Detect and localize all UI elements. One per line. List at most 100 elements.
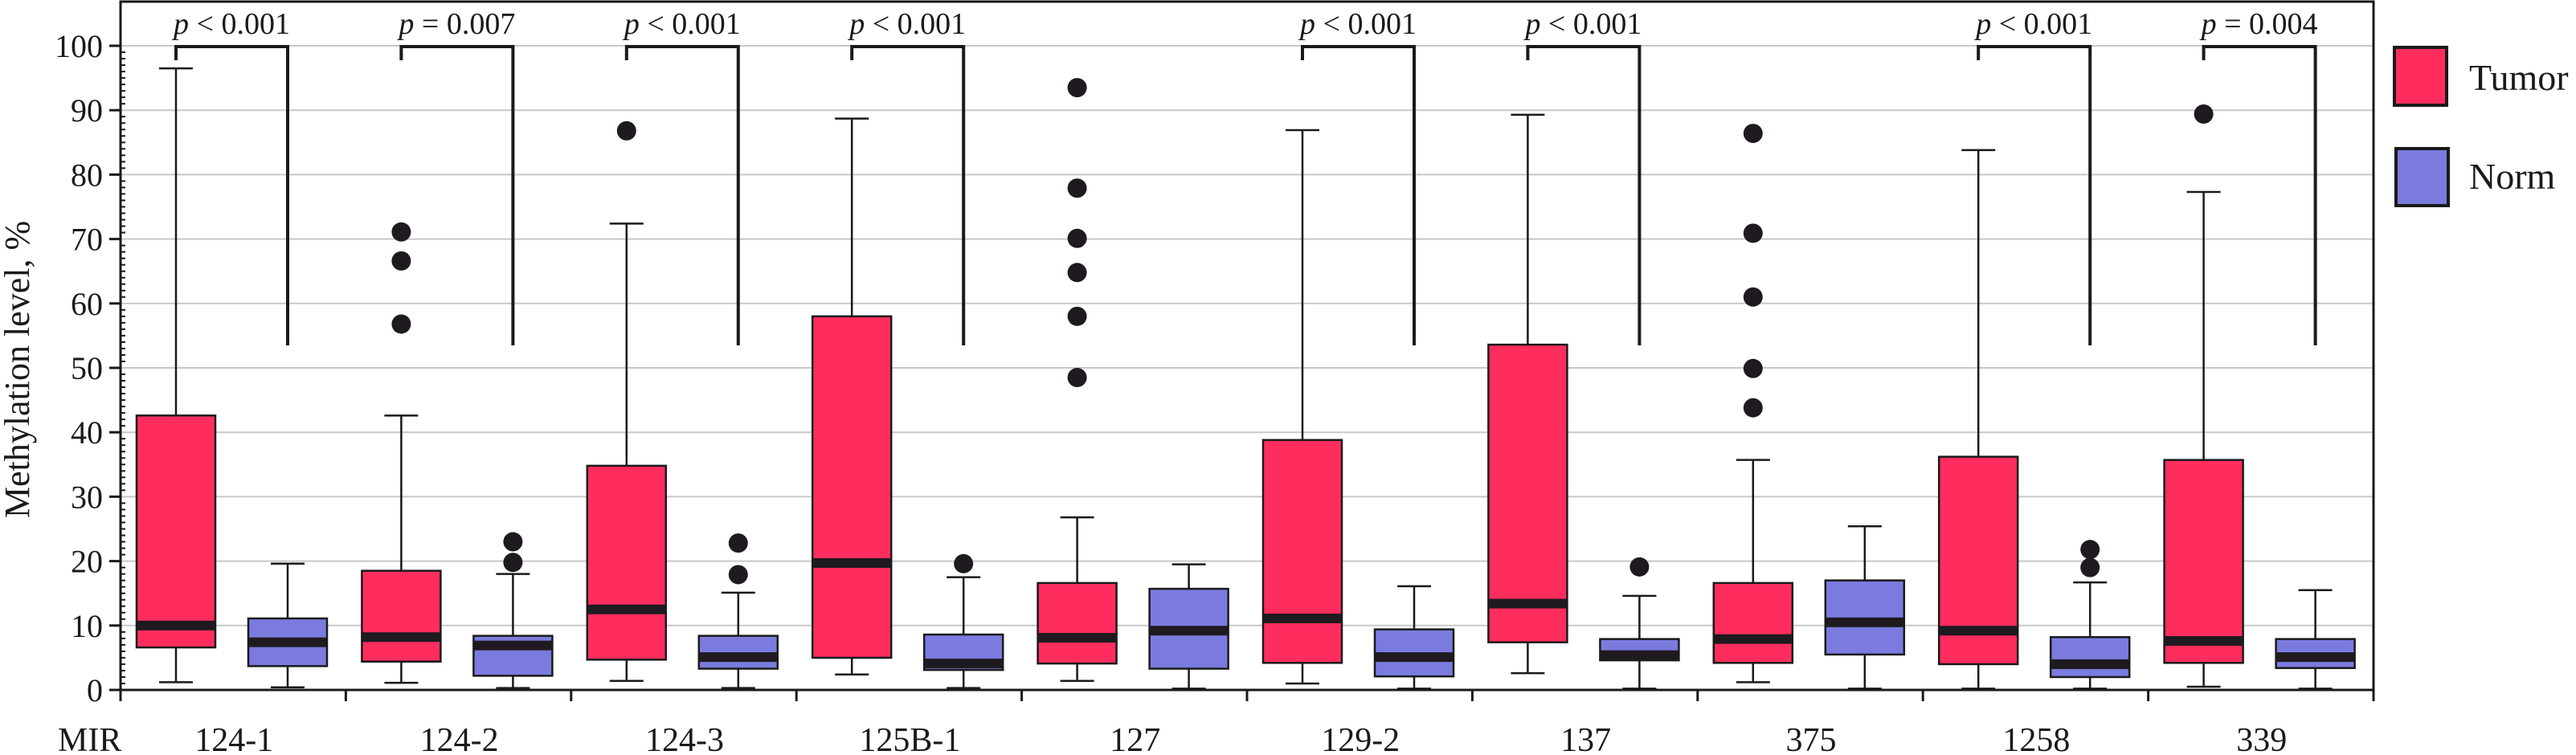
tumor-median [813,558,891,569]
tumor-box [2163,459,2244,664]
y-tick-label: 90 [71,92,103,129]
box-group-124-2 [361,222,554,689]
legend: Tumor Norm [2393,46,2569,207]
tumor-median [362,632,440,643]
tumor-box [1487,343,1568,643]
norm-outlier [2080,540,2100,560]
norm-outlier [503,532,523,552]
y-axis-title: Methylation level, % [0,221,37,518]
tumor-box [1261,439,1343,664]
p-symbol: p [622,7,640,41]
p-value-text: = 0.007 [414,7,515,41]
y-tick-label: 70 [71,222,103,258]
norm-median [925,659,1003,669]
y-tick-label: 40 [71,414,103,451]
tumor-box [586,464,668,661]
p-value-label: p = 0.007 [396,7,515,41]
significance-brackets: p < 0.001 p = 0.007 p < 0.001 p < 0.001 p < … [171,7,2318,345]
tumor-outlier [1743,223,1763,243]
tumor-median [137,620,215,631]
p-symbol: p [396,7,414,41]
x-category-label: 375 [1786,722,1837,755]
y-tick-label: 80 [71,157,103,193]
p-value-text: < 0.001 [865,7,966,41]
significance-bracket [1301,45,1416,345]
tumor-median [2165,636,2243,647]
tumor-outlier [391,222,411,242]
tumor-outlier [1067,263,1087,283]
legend-label-norm: Norm [2469,156,2556,197]
norm-outlier [728,565,748,585]
x-category-label: 129-2 [1321,722,1400,755]
norm-median [2051,659,2129,669]
legend-swatch-tumor [2393,46,2448,107]
norm-median [1601,650,1678,660]
p-symbol: p [1973,7,1991,41]
x-category-label: 124-1 [194,722,273,755]
tumor-box [135,414,217,649]
y-tick-label: 0 [87,672,103,708]
norm-outlier [503,553,523,573]
box-group-339 [2163,104,2356,690]
norm-outlier [1629,557,1650,577]
tumor-median [1714,634,1792,644]
norm-outlier [2080,557,2100,577]
y-tick-label: 20 [71,544,103,580]
norm-median [1376,652,1453,663]
x-category-label: 339 [2236,722,2287,755]
legend-label-tumor: Tumor [2469,57,2569,98]
tumor-outlier [1067,178,1087,198]
box-group-125B-1 [811,117,1004,689]
p-value-text: < 0.001 [640,7,741,41]
p-symbol: p [847,7,865,41]
x-category-label: 124-2 [420,722,499,755]
tumor-outlier [1743,358,1763,378]
box-group-137 [1487,113,1680,690]
p-value-label: p < 0.001 [847,7,966,41]
tumor-box [1037,582,1118,665]
x-category-label: 124-3 [645,722,724,755]
tumor-outlier [1067,228,1087,248]
tumor-outlier [391,314,411,334]
x-category-label: 127 [1110,722,1160,755]
tumor-median [1264,613,1341,623]
y-tick-label: 50 [71,350,103,386]
tumor-outlier [1067,306,1087,326]
norm-outlier [728,533,748,553]
norm-median [699,652,777,663]
p-value-label: p < 0.001 [622,7,741,41]
norm-median [1826,617,1903,627]
tumor-box [811,315,893,659]
tumor-outlier [2194,104,2214,124]
x-category-label: 125B-1 [859,722,960,755]
significance-bracket [399,45,515,345]
legend-item-norm: Norm [2394,147,2556,207]
tumor-outlier [616,120,636,141]
significance-bracket [2202,45,2317,345]
significance-bracket [850,45,966,345]
y-tick-label: 100 [55,28,103,64]
tumor-outlier [391,251,411,271]
significance-bracket [1977,45,2092,345]
boxes [135,67,2356,690]
p-value-text: < 0.001 [1991,7,2092,41]
norm-median [1150,626,1228,636]
tumor-box [361,569,442,663]
p-value-label: p < 0.001 [171,7,290,41]
tumor-box [1712,582,1794,664]
p-value-label: p < 0.001 [1298,7,1417,41]
p-value-label: p = 0.004 [2199,7,2318,41]
y-tick-label: 10 [71,608,103,644]
tumor-median [1940,626,2018,636]
box-group-1258 [1937,149,2131,690]
norm-median [474,640,552,651]
tumor-outlier [1743,124,1763,144]
norm-median [2276,652,2354,663]
p-symbol: p [1523,7,1540,41]
p-value-text: < 0.001 [1540,7,1642,41]
box-group-124-1 [135,67,329,689]
x-category-label: 1258 [2002,722,2070,755]
norm-outlier [954,553,974,573]
p-value-label: p < 0.001 [1973,7,2092,41]
